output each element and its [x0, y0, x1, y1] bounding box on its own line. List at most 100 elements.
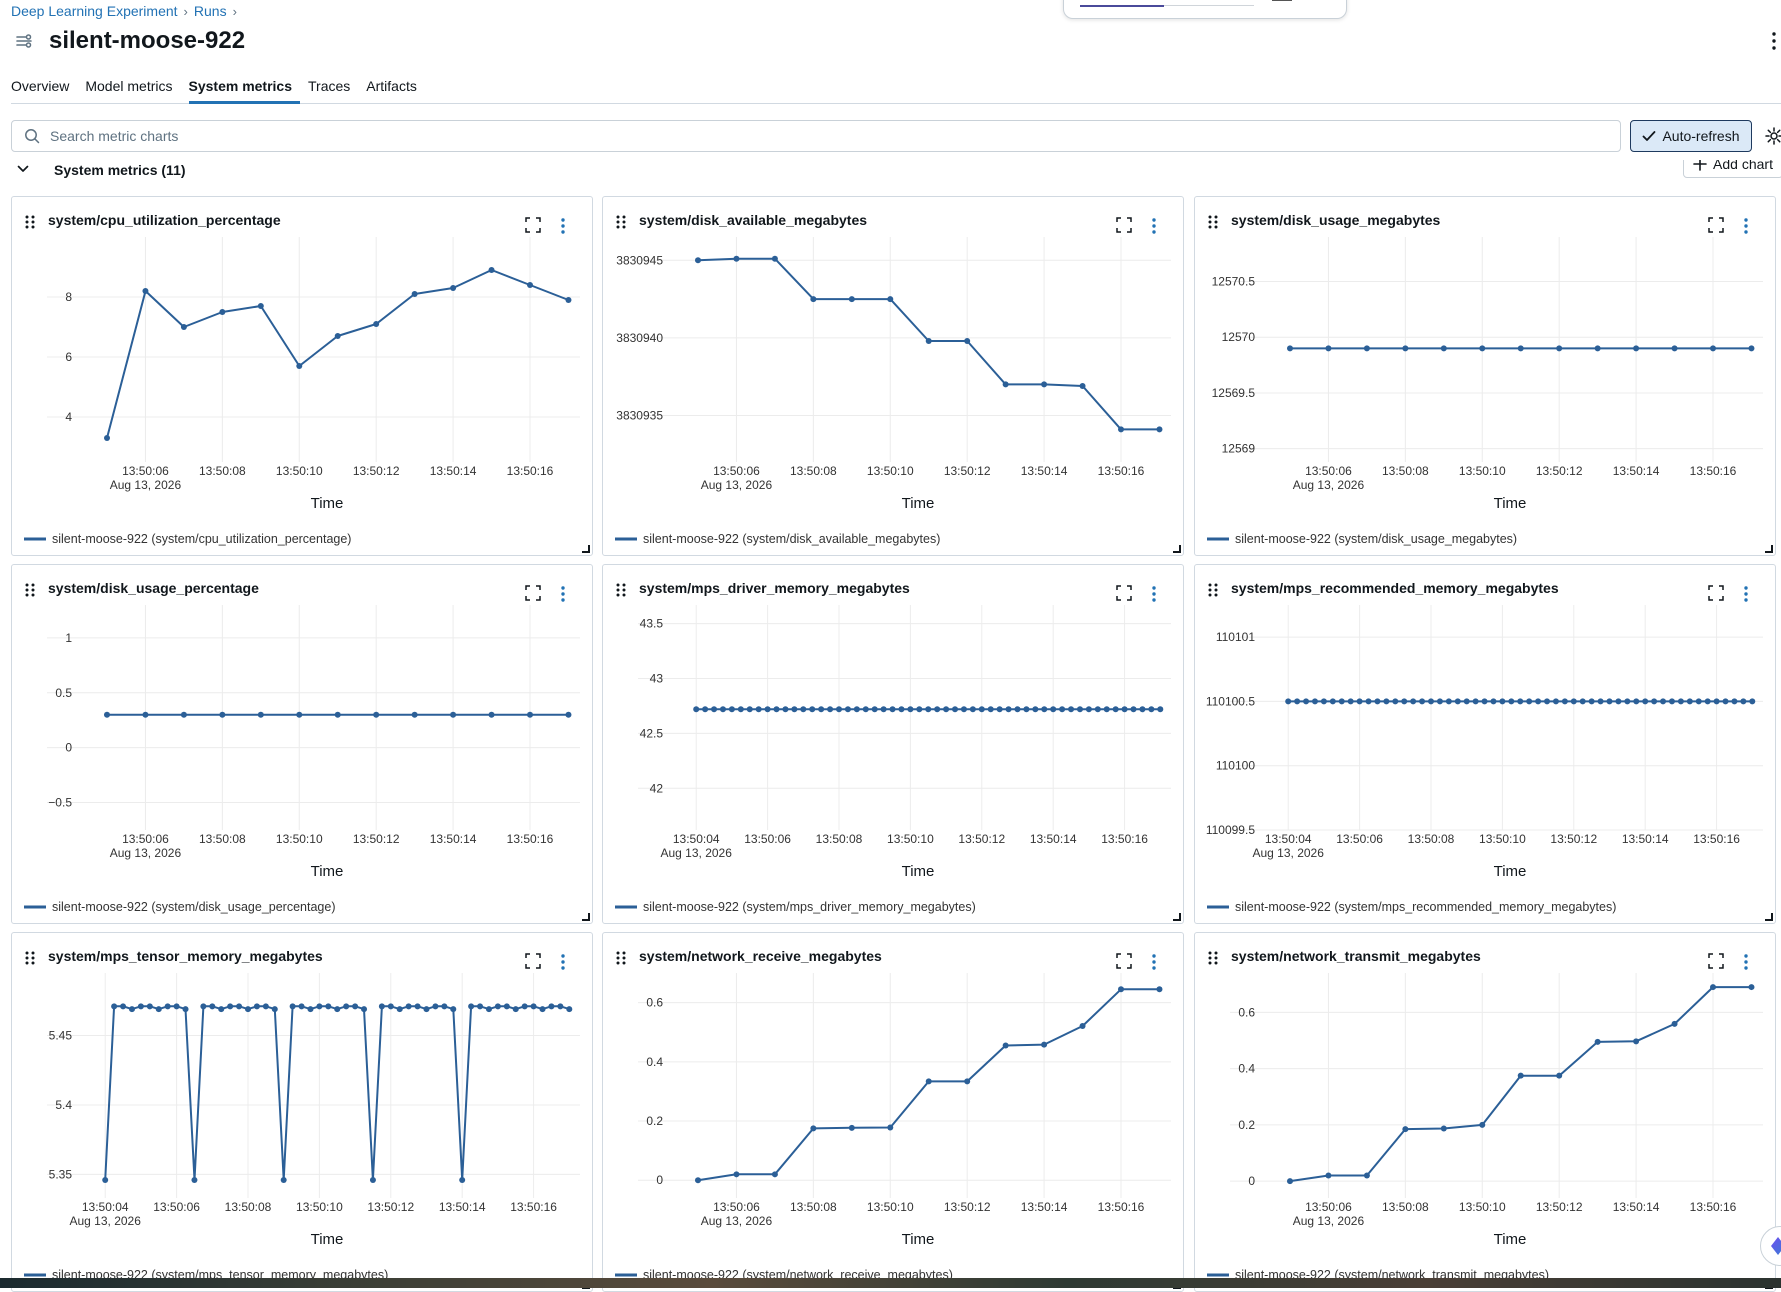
data-point[interactable] [289, 1003, 296, 1010]
data-point[interactable] [1671, 1020, 1678, 1027]
data-point[interactable] [103, 711, 110, 718]
resize-handle-icon[interactable] [582, 913, 590, 921]
data-point[interactable] [1002, 381, 1009, 388]
data-point[interactable] [1112, 706, 1119, 713]
legend-label[interactable]: silent-moose-922 (system/mps_recommended… [1235, 900, 1616, 914]
data-point[interactable] [494, 1003, 501, 1010]
chevron-down-icon[interactable] [16, 162, 30, 176]
data-point[interactable] [1148, 706, 1155, 713]
data-point[interactable] [378, 1003, 385, 1010]
data-point[interactable] [512, 1006, 519, 1013]
data-point[interactable] [1570, 698, 1577, 705]
data-point[interactable] [1005, 706, 1012, 713]
data-point[interactable] [1303, 698, 1310, 705]
data-point[interactable] [1085, 706, 1092, 713]
chart-menu-icon[interactable] [559, 217, 567, 235]
data-point[interactable] [373, 711, 380, 718]
data-point[interactable] [253, 1003, 260, 1010]
data-point[interactable] [1311, 698, 1318, 705]
data-point[interactable] [1463, 698, 1470, 705]
data-point[interactable] [557, 1003, 564, 1010]
chart-menu-icon[interactable] [1742, 217, 1750, 235]
data-point[interactable] [916, 706, 923, 713]
data-point[interactable] [1517, 345, 1524, 352]
data-point[interactable] [155, 1006, 162, 1013]
data-point[interactable] [245, 1006, 251, 1013]
data-point[interactable] [1710, 345, 1717, 352]
data-point[interactable] [1490, 698, 1497, 705]
data-point[interactable] [257, 711, 264, 718]
data-point[interactable] [1731, 698, 1738, 705]
data-point[interactable] [307, 1006, 314, 1013]
data-point[interactable] [969, 706, 976, 713]
data-point[interactable] [1624, 698, 1631, 705]
fullscreen-icon[interactable] [1708, 217, 1724, 233]
data-point[interactable] [236, 1003, 243, 1010]
data-point[interactable] [361, 1006, 368, 1013]
data-point[interactable] [925, 706, 932, 713]
add-chart-button[interactable]: Add chart [1683, 160, 1781, 178]
data-point[interactable] [848, 1124, 855, 1131]
data-point[interactable] [1579, 698, 1586, 705]
data-point[interactable] [1419, 698, 1426, 705]
data-point[interactable] [1402, 1126, 1409, 1133]
data-point[interactable] [694, 257, 701, 264]
data-point[interactable] [219, 711, 226, 718]
data-point[interactable] [142, 711, 149, 718]
data-point[interactable] [887, 296, 894, 303]
data-point[interactable] [810, 296, 817, 303]
data-point[interactable] [1695, 698, 1702, 705]
data-point[interactable] [978, 706, 985, 713]
data-point[interactable] [1440, 345, 1447, 352]
data-point[interactable] [1481, 698, 1488, 705]
data-point[interactable] [173, 1003, 180, 1010]
data-point[interactable] [405, 1003, 412, 1010]
fullscreen-icon[interactable] [1116, 953, 1132, 969]
data-point[interactable] [1139, 706, 1146, 713]
data-point[interactable] [1032, 706, 1039, 713]
chart-menu-icon[interactable] [1150, 585, 1158, 603]
data-point[interactable] [1363, 345, 1370, 352]
data-point[interactable] [128, 1006, 135, 1013]
data-point[interactable] [887, 1124, 894, 1131]
data-point[interactable] [271, 1006, 278, 1013]
fullscreen-icon[interactable] [1116, 217, 1132, 233]
data-point[interactable] [477, 1003, 484, 1010]
data-point[interactable] [1479, 345, 1486, 352]
data-point[interactable] [565, 297, 572, 303]
data-point[interactable] [1499, 698, 1506, 705]
fullscreen-icon[interactable] [1708, 953, 1724, 969]
data-point[interactable] [1436, 698, 1443, 705]
resize-handle-icon[interactable] [1173, 913, 1181, 921]
data-point[interactable] [1285, 698, 1292, 705]
data-point[interactable] [262, 1003, 269, 1010]
data-point[interactable] [1677, 698, 1684, 705]
data-point[interactable] [182, 1006, 189, 1013]
data-point[interactable] [316, 1003, 323, 1010]
data-point[interactable] [862, 706, 869, 713]
data-point[interactable] [1079, 382, 1086, 389]
data-point[interactable] [1556, 345, 1563, 352]
data-point[interactable] [1157, 706, 1164, 713]
data-point[interactable] [142, 288, 149, 294]
data-point[interactable] [296, 711, 303, 718]
breadcrumb-link-experiment[interactable]: Deep Learning Experiment [11, 3, 178, 19]
resize-handle-icon[interactable] [1765, 545, 1773, 553]
data-point[interactable] [1294, 698, 1301, 705]
data-point[interactable] [1671, 345, 1678, 352]
data-point[interactable] [1633, 698, 1640, 705]
data-point[interactable] [1325, 345, 1332, 352]
data-point[interactable] [1517, 698, 1524, 705]
data-point[interactable] [527, 711, 534, 718]
data-point[interactable] [848, 296, 855, 303]
chart-menu-icon[interactable] [559, 953, 567, 971]
data-point[interactable] [1023, 706, 1030, 713]
data-point[interactable] [1606, 698, 1613, 705]
data-point[interactable] [1363, 1172, 1370, 1179]
data-point[interactable] [1401, 698, 1408, 705]
data-point[interactable] [1440, 1125, 1447, 1132]
fullscreen-icon[interactable] [525, 585, 541, 601]
data-point[interactable] [1079, 1022, 1086, 1029]
data-point[interactable] [880, 706, 887, 713]
data-point[interactable] [782, 706, 789, 713]
